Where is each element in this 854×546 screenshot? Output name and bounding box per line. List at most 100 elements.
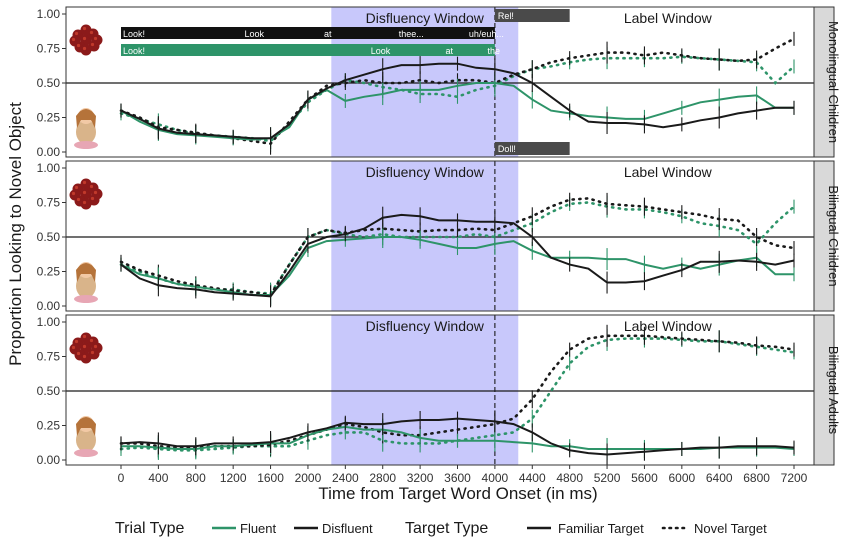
novel-object-highlight xyxy=(89,30,94,35)
novel-object-highlight xyxy=(71,191,76,196)
doll-hair xyxy=(76,417,96,436)
x-tick-label: 1200 xyxy=(220,471,247,485)
novel-object-highlight xyxy=(74,31,79,36)
y-tick-label: 0.50 xyxy=(37,230,61,244)
x-tick-label: 2800 xyxy=(369,471,396,485)
x-tick-label: 6000 xyxy=(668,471,695,485)
y-tick-label: 1.00 xyxy=(37,7,61,21)
panels: Disfluency Window Label Window Look! Look at… xyxy=(37,6,841,485)
x-tick-label: 6400 xyxy=(706,471,733,485)
x-tick-label: 5600 xyxy=(631,471,658,485)
novel-object-highlight xyxy=(82,36,87,41)
label-window-label: Label Window xyxy=(624,318,713,334)
novel-object-highlight xyxy=(90,350,95,355)
strip-label: Monolingual Children xyxy=(826,21,841,143)
x-tick-label: 800 xyxy=(186,471,206,485)
novel-object-blob xyxy=(80,178,92,190)
novel-object-blob xyxy=(80,44,92,56)
novel-object-highlight xyxy=(76,197,81,202)
fluent-word: Look xyxy=(371,46,391,56)
doll-body xyxy=(76,120,96,144)
disfluent-utterance-bar xyxy=(121,27,495,39)
novel-object-highlight xyxy=(90,196,95,201)
fluent-word: at xyxy=(445,46,453,56)
novel-object-highlight xyxy=(89,184,94,189)
fluent-word: Look! xyxy=(123,46,145,56)
disfluent-word: thee... xyxy=(399,29,424,39)
legend: Trial Type Fluent Disfluent Target Type … xyxy=(115,520,767,537)
y-axis-label: Proportion Looking to Novel Object xyxy=(6,102,25,366)
doll-body xyxy=(76,428,96,452)
label-tag-top-text: Rel! xyxy=(498,11,514,21)
novel-object-highlight xyxy=(76,43,81,48)
novel-object-blob xyxy=(80,332,92,344)
novel-object-blob xyxy=(69,343,81,355)
label-tag-bottom-text: Doll! xyxy=(498,144,516,154)
novel-object-blob xyxy=(69,189,81,201)
novel-object-highlight xyxy=(71,37,76,42)
novel-object-highlight xyxy=(71,345,76,350)
fluent-utterance-bar xyxy=(121,44,495,56)
disfluent-word: Look! xyxy=(123,29,145,39)
y-tick-label: 0.50 xyxy=(37,76,61,90)
y-tick-label: 1.00 xyxy=(37,315,61,329)
x-tick-label: 0 xyxy=(118,471,125,485)
y-tick-label: 0.00 xyxy=(37,299,61,313)
novel-object-blob xyxy=(80,24,92,36)
x-tick-label: 4000 xyxy=(482,471,509,485)
x-tick-label: 7200 xyxy=(781,471,808,485)
y-tick-label: 0.25 xyxy=(37,265,61,279)
panel: Disfluency Window Label Window Bilingual A… xyxy=(37,314,841,467)
doll-hair xyxy=(76,263,96,282)
disfluent-word: uh/euh... xyxy=(469,29,504,39)
disfluency-window-label: Disfluency Window xyxy=(366,318,485,334)
novel-object-highlight xyxy=(82,354,87,359)
disfluency-window-label: Disfluency Window xyxy=(366,10,485,26)
novel-object-highlight xyxy=(74,185,79,190)
y-tick-label: 0.50 xyxy=(37,384,61,398)
x-tick-label: 3600 xyxy=(444,471,471,485)
x-tick-label: 5200 xyxy=(594,471,621,485)
y-tick-label: 0.00 xyxy=(37,453,61,467)
disfluency-window-label: Disfluency Window xyxy=(366,164,485,180)
doll-body xyxy=(76,274,96,298)
label-window-label: Label Window xyxy=(624,164,713,180)
label-window-label: Label Window xyxy=(624,10,713,26)
novel-object-blob xyxy=(91,188,103,200)
x-tick-label: 400 xyxy=(148,471,168,485)
novel-object-highlight xyxy=(90,42,95,47)
legend-familiar-label: Familiar Target xyxy=(558,521,644,536)
doll-feet xyxy=(74,295,98,303)
panel: Disfluency Window Label Window Bilingual C… xyxy=(37,160,841,313)
fluent-word: the xyxy=(488,46,501,56)
novel-object-highlight xyxy=(93,190,98,195)
legend-novel-label: Novel Target xyxy=(694,521,767,536)
strip-label: Bilingual Adults xyxy=(826,346,841,435)
y-tick-label: 0.75 xyxy=(37,350,61,364)
novel-object-highlight xyxy=(82,190,87,195)
novel-object-highlight xyxy=(76,351,81,356)
x-tick-label: 3200 xyxy=(407,471,434,485)
label-tag-bottom xyxy=(494,142,570,155)
x-tick-label: 1600 xyxy=(257,471,284,485)
y-tick-label: 0.25 xyxy=(37,111,61,125)
legend-trial-title: Trial Type xyxy=(115,520,184,537)
doll-feet xyxy=(74,449,98,457)
novel-object-highlight xyxy=(82,180,87,185)
y-tick-label: 1.00 xyxy=(37,161,61,175)
novel-object-highlight xyxy=(93,344,98,349)
novel-object-highlight xyxy=(82,26,87,31)
panel: Disfluency Window Label Window Look! Look at… xyxy=(37,6,841,159)
novel-object-blob xyxy=(69,35,81,47)
strip-label: Bilingual Children xyxy=(826,185,841,286)
novel-object-highlight xyxy=(82,334,87,339)
x-tick-label: 4800 xyxy=(556,471,583,485)
novel-object-highlight xyxy=(89,338,94,343)
x-tick-label: 4400 xyxy=(519,471,546,485)
strip-box xyxy=(813,6,835,158)
y-tick-label: 0.25 xyxy=(37,419,61,433)
novel-object-highlight xyxy=(93,36,98,41)
novel-object-highlight xyxy=(74,339,79,344)
novel-object-highlight xyxy=(82,46,87,51)
